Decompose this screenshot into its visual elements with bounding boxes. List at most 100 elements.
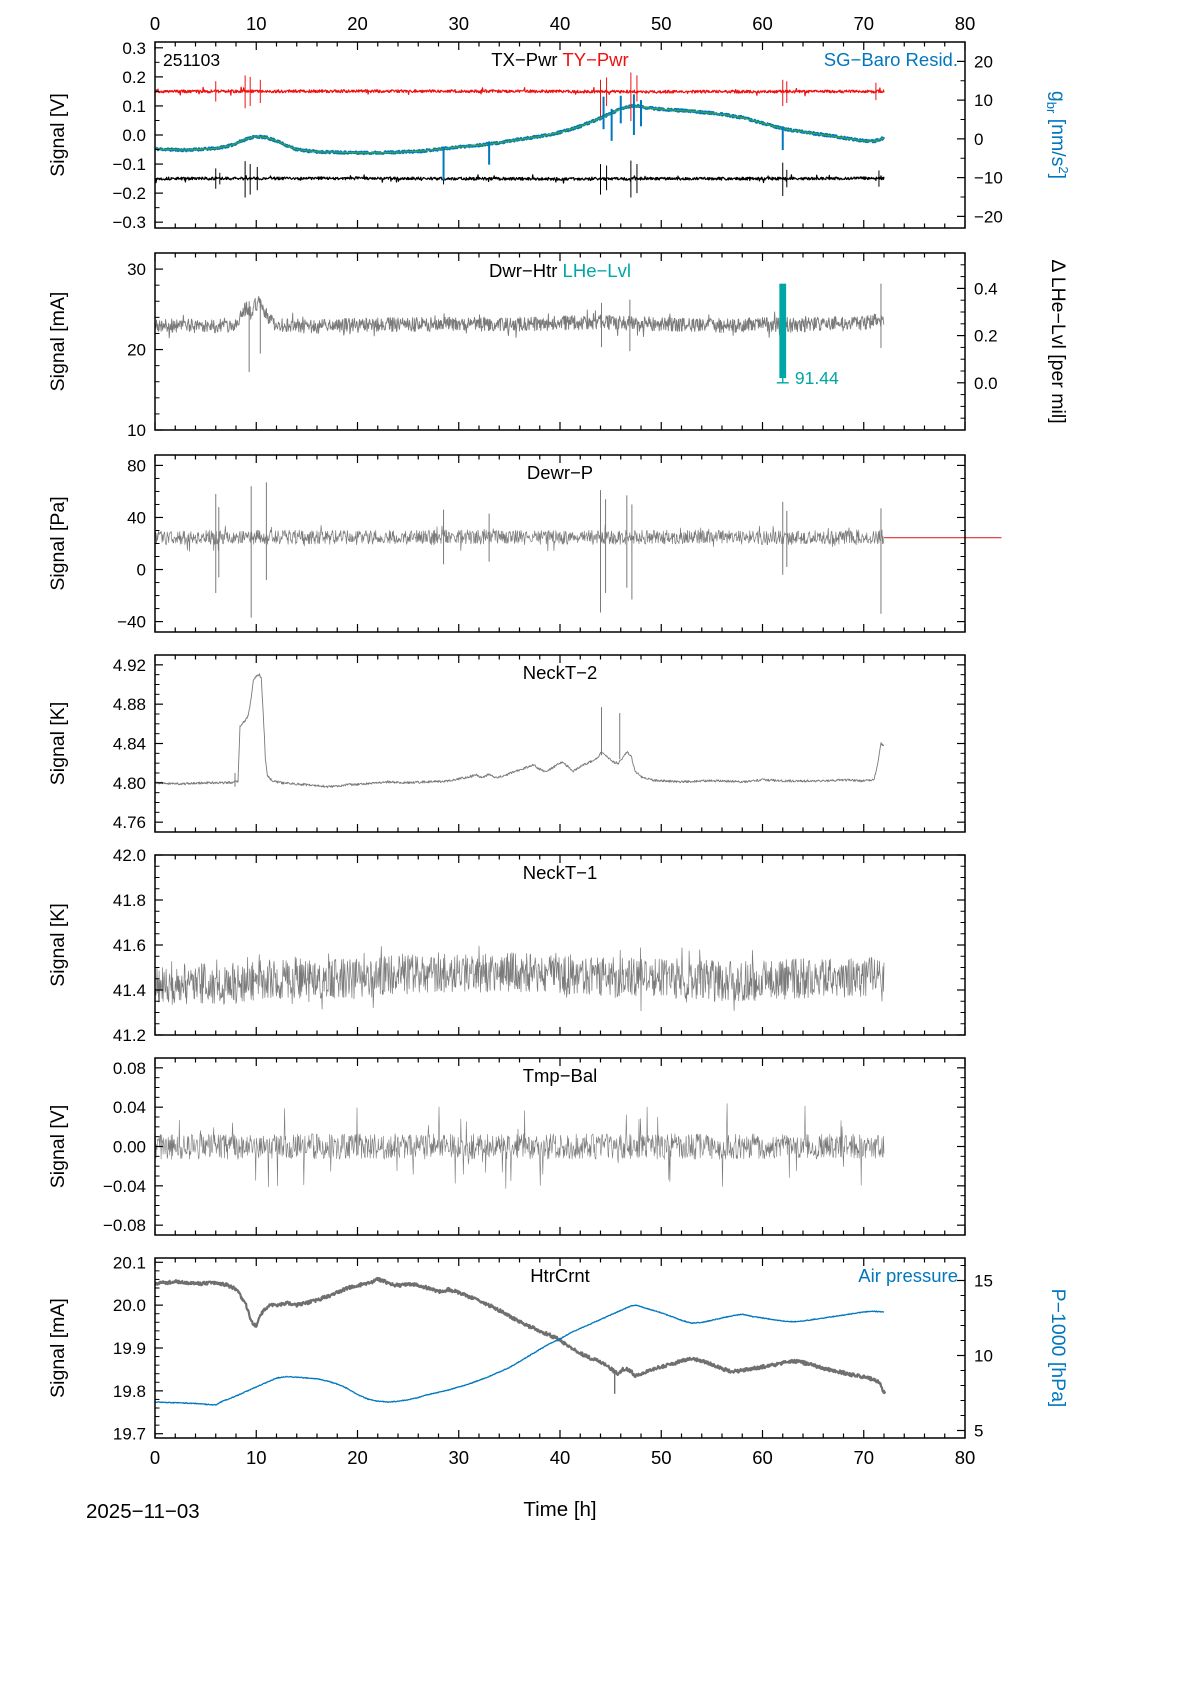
x-axis-label: Time [h] [523, 1498, 596, 1521]
y-tick-label: −0.08 [103, 1216, 146, 1235]
y-tick-label: 20.0 [113, 1296, 146, 1315]
series-dewr-p [155, 524, 885, 552]
y-axis-label: Signal [mA] [47, 1298, 69, 1398]
panel-dwrhtr-title: Dwr−Htr LHe−Lvl [489, 260, 631, 281]
y-tick-label: 20.1 [113, 1253, 146, 1272]
x-tick-label: 70 [853, 13, 874, 34]
x-tick-label: 70 [853, 1447, 874, 1468]
date-label: 2025−11−03 [86, 1500, 200, 1523]
y-axis-label: Signal [mA] [47, 292, 69, 392]
y-tick-label: −40 [117, 613, 146, 632]
x-tick-label: 80 [955, 13, 976, 34]
y-tick-label: 0.0 [974, 374, 998, 393]
y-tick-label: 0 [974, 130, 983, 149]
panel-pwr-right-title: SG−Baro Resid. [824, 49, 958, 70]
y-tick-label: 4.84 [113, 735, 146, 754]
y-tick-label: 0.3 [122, 39, 146, 58]
x-tick-label: 80 [955, 1447, 976, 1468]
y-tick-label: −0.1 [112, 155, 146, 174]
panel-dewrp-data [155, 482, 885, 618]
series-sg-baro-resid [155, 103, 886, 156]
y-tick-label: 0.08 [113, 1059, 146, 1078]
y-tick-label: −0.3 [112, 213, 146, 232]
y-tick-label: 41.4 [113, 981, 146, 1000]
y-tick-label: 41.2 [113, 1026, 146, 1045]
series-sg-baro-filtered [155, 105, 885, 154]
y-tick-label: −10 [974, 169, 1003, 188]
right-axis-label: P−1000 [hPa] [1047, 1289, 1069, 1408]
x-tick-label: 40 [550, 13, 571, 34]
y-tick-label: −20 [974, 207, 1003, 226]
y-tick-label: 0.0 [122, 126, 146, 145]
x-tick-label: 60 [752, 1447, 773, 1468]
x-tick-label: 40 [550, 1447, 571, 1468]
panel-neckt2-data [155, 673, 885, 789]
lhe-refill-bar [779, 283, 787, 379]
y-axis-label: Signal [K] [47, 903, 69, 986]
panel-tmpbal-title: Tmp−Bal [523, 1065, 598, 1086]
x-tick-label: 10 [246, 13, 267, 34]
y-tick-label: 0.00 [113, 1138, 146, 1157]
y-axis-label: Signal [V] [47, 93, 69, 176]
panel-dwrhtr-data [155, 283, 885, 373]
run-id: 251103 [163, 50, 220, 70]
y-tick-label: 4.92 [113, 656, 146, 675]
series-ty-pwr [155, 86, 885, 97]
panel-neckt1-title: NeckT−1 [523, 862, 598, 883]
x-tick-label: 50 [651, 1447, 672, 1468]
y-tick-label: 4.80 [113, 774, 146, 793]
y-tick-label: 19.7 [113, 1425, 146, 1444]
y-tick-label: 41.6 [113, 936, 146, 955]
y-tick-label: 4.88 [113, 695, 146, 714]
series-htr-crnt [155, 1276, 887, 1395]
y-tick-label: 20 [127, 341, 146, 360]
y-tick-label: 10 [127, 421, 146, 440]
y-tick-label: 40 [127, 508, 146, 527]
y-tick-label: 5 [974, 1422, 983, 1441]
series-tx-pwr [155, 174, 885, 184]
panel-neckt1-data [155, 945, 885, 1012]
y-tick-label: 10 [974, 1347, 993, 1366]
y-tick-label: 0.1 [122, 97, 146, 116]
y-tick-label: 15 [974, 1272, 993, 1291]
x-tick-label: 20 [347, 1447, 368, 1468]
y-tick-label: −0.04 [103, 1177, 146, 1196]
x-tick-label: 30 [448, 13, 469, 34]
panel-neckt2-title: NeckT−2 [523, 662, 598, 683]
x-tick-label: 20 [347, 13, 368, 34]
y-axis-label: Signal [Pa] [47, 496, 69, 590]
x-tick-label: 30 [448, 1447, 469, 1468]
y-axis-label: Signal [V] [47, 1105, 69, 1188]
y-tick-label: 0.2 [974, 327, 998, 346]
y-tick-label: 0.2 [122, 68, 146, 87]
x-tick-label: 50 [651, 13, 672, 34]
y-tick-label: 0.4 [974, 279, 998, 298]
right-axis-label: gbr [nm/s2] [1044, 91, 1071, 179]
lhe-level-value: 91.44 [795, 368, 839, 388]
series-dwr-htr [155, 295, 885, 339]
y-tick-label: 42.0 [113, 846, 146, 865]
y-tick-label: 19.8 [113, 1382, 146, 1401]
y-tick-label: 10 [974, 91, 993, 110]
panel-htrcrnt-title: HtrCrnt [530, 1265, 590, 1286]
y-tick-label: −0.2 [112, 184, 146, 203]
x-tick-label: 10 [246, 1447, 267, 1468]
y-tick-label: 19.9 [113, 1339, 146, 1358]
panel-dewrp-title: Dewr−P [527, 462, 593, 483]
y-tick-label: 30 [127, 260, 146, 279]
panel-pwr-title: TX−Pwr TY−Pwr [491, 49, 628, 70]
right-axis-label: Δ LHe−Lvl [per mil] [1047, 259, 1069, 423]
y-tick-label: 80 [127, 456, 146, 475]
y-tick-label: 0.04 [113, 1098, 146, 1117]
series-neckt-2 [155, 673, 885, 789]
y-tick-label: 0 [137, 561, 146, 580]
panel-tmpbal-data [155, 1103, 885, 1189]
panel-htrcrnt-right-title: Air pressure [858, 1265, 958, 1286]
series-air-pressure [155, 1304, 885, 1406]
y-axis-label: Signal [K] [47, 702, 69, 785]
panel-htrcrnt-data [155, 1276, 887, 1406]
x-tick-label: 0 [150, 13, 160, 34]
y-tick-label: 41.8 [113, 891, 146, 910]
